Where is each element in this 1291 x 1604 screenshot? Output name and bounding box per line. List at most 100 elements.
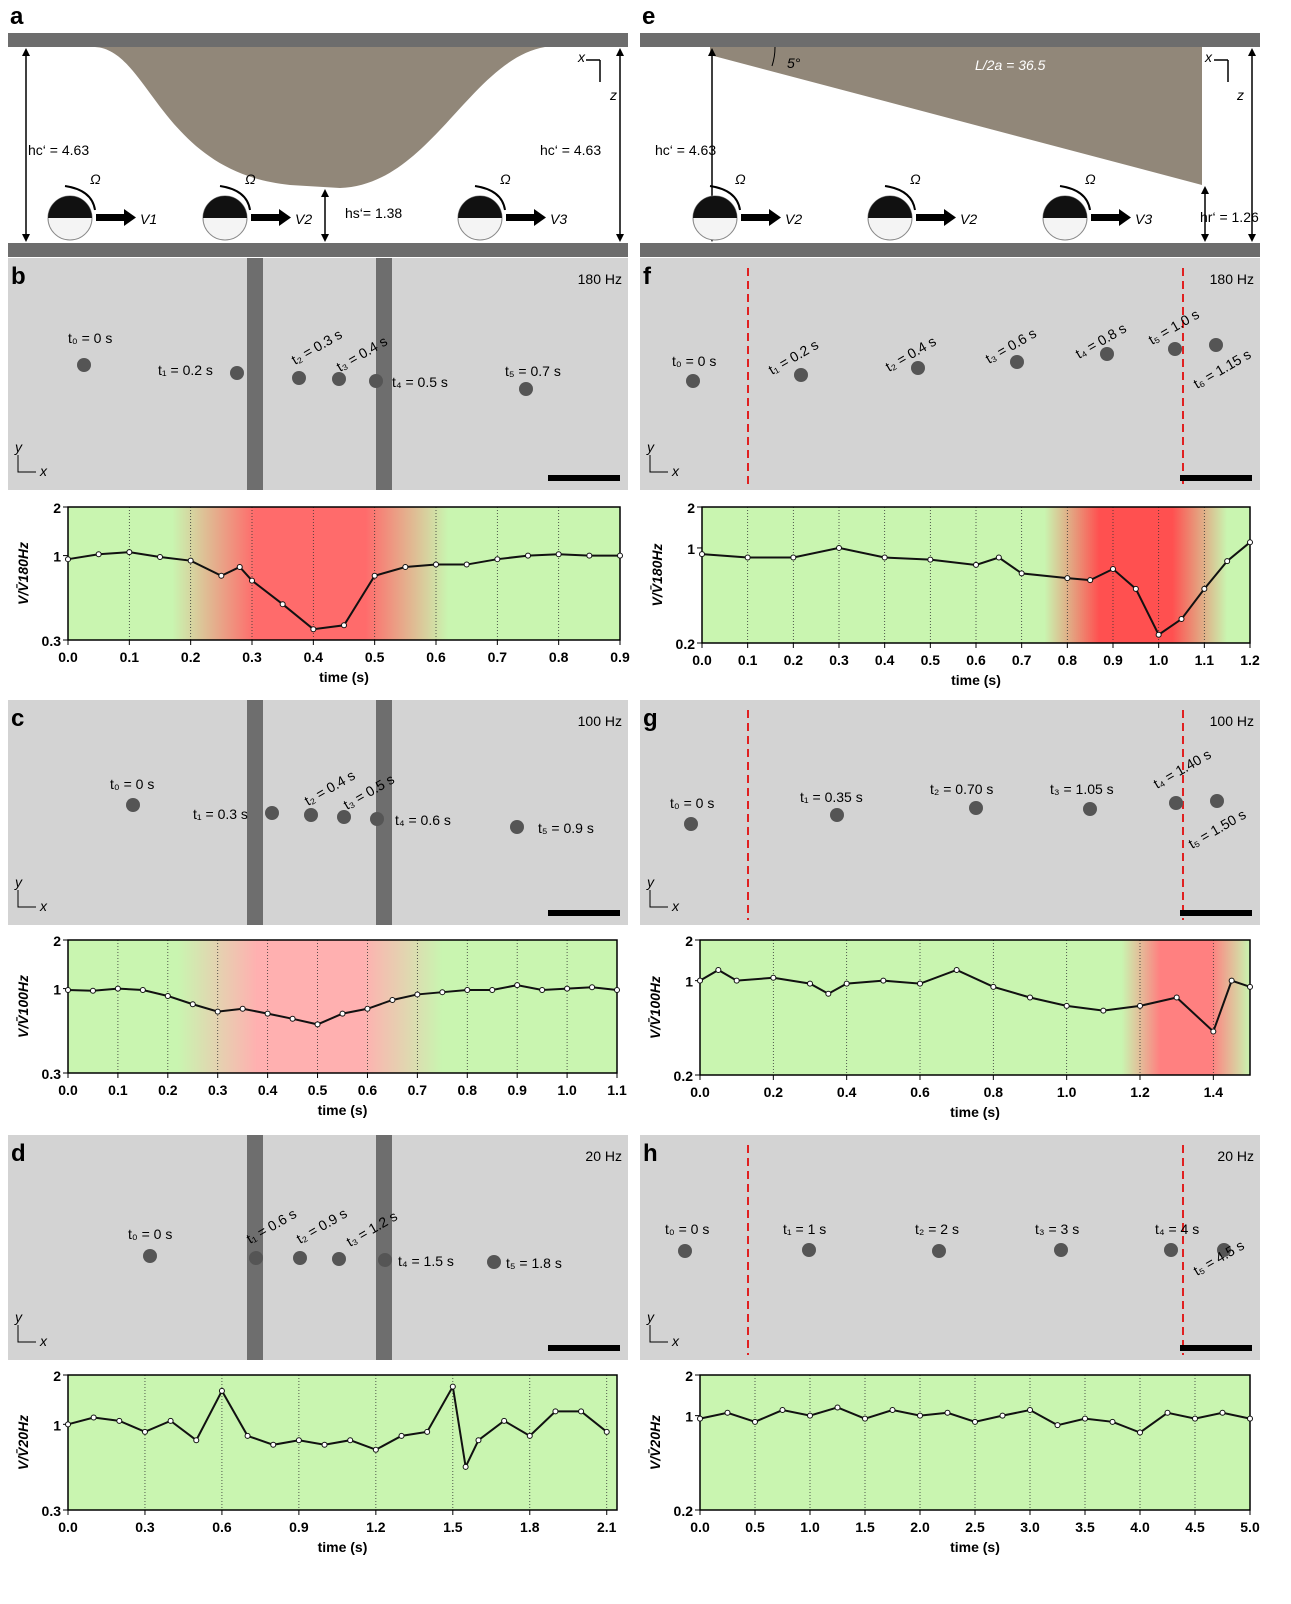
data-point: [464, 987, 471, 994]
data-point: [1201, 585, 1208, 592]
data-point: [89, 987, 96, 994]
panel-letter: d: [11, 1140, 26, 1167]
y-tick-label: 0.2: [674, 1068, 694, 1084]
data-point: [990, 983, 997, 990]
scale-bar: [1180, 910, 1252, 916]
x-tick-label: 0.4: [258, 1082, 278, 1098]
data-point: [494, 556, 501, 563]
data-point: [1064, 575, 1071, 582]
y-tick-label: 0.3: [42, 633, 62, 649]
x-tick-label: 0.0: [692, 652, 712, 668]
axis-label: x: [671, 898, 680, 914]
data-point: [116, 1417, 123, 1424]
particle: [143, 1249, 157, 1263]
plot-frame: [701, 506, 1251, 644]
plot-frame: [67, 506, 621, 641]
velocity-head: [1119, 209, 1131, 226]
data-point: [1224, 558, 1231, 565]
data-point: [825, 990, 832, 997]
y-tick-label: 1: [53, 982, 61, 998]
particle: [1210, 794, 1224, 808]
x-tick-label: 0.1: [120, 649, 140, 665]
arrowhead: [22, 48, 30, 56]
wall: [8, 33, 628, 47]
wall: [8, 243, 628, 257]
particle: [378, 1253, 392, 1267]
data-point: [433, 561, 439, 568]
x-tick-label: 1.5: [855, 1519, 875, 1535]
x-tick-label: 0.9: [507, 1082, 527, 1098]
data-point: [1247, 539, 1253, 546]
janus-cap: [1043, 196, 1087, 218]
data-point: [779, 1407, 786, 1414]
arrowhead: [616, 234, 624, 242]
particle: [1054, 1243, 1068, 1257]
velocity-head: [124, 209, 136, 226]
data-point: [1219, 1409, 1226, 1416]
data-point: [614, 987, 620, 994]
data-point: [463, 561, 470, 568]
frequency-label: 180 Hz: [1210, 271, 1254, 287]
arrowhead: [321, 189, 329, 197]
y-tick-label: 0.2: [674, 1503, 694, 1519]
highlight-region: [1121, 940, 1250, 1075]
data-point: [489, 987, 496, 994]
x-tick-label: 0.1: [108, 1082, 128, 1098]
data-point: [880, 977, 887, 984]
y-tick-label: 1: [53, 1417, 61, 1433]
velocity-arrow: [96, 214, 124, 221]
data-point: [244, 1432, 251, 1439]
frequency-label: 180 Hz: [578, 271, 622, 287]
data-point: [139, 987, 146, 994]
data-point: [539, 987, 546, 994]
scale-bar: [548, 475, 620, 481]
x-tick-label: 0.6: [966, 652, 986, 668]
x-tick-label: 0.5: [365, 649, 385, 665]
time-label: t₃ = 3 s: [1035, 1221, 1079, 1237]
data-point: [790, 554, 797, 561]
data-point: [1155, 631, 1162, 638]
velocity-label: V2: [295, 211, 312, 227]
particle: [249, 1251, 263, 1265]
data-point: [475, 1437, 482, 1444]
omega-label: Ω: [90, 171, 101, 187]
x-tick-label: 1.4: [1204, 1084, 1224, 1100]
axis-label: x: [671, 1333, 680, 1349]
particle: [911, 361, 925, 375]
channel-edge: [376, 258, 392, 490]
x-tick-label: 0.6: [910, 1084, 930, 1100]
data-point: [187, 557, 194, 564]
velocity-label: V1: [140, 211, 157, 227]
data-point: [449, 1383, 456, 1390]
x-tick-label: 1.0: [1057, 1084, 1077, 1100]
x-tick-label: 0.1: [738, 652, 758, 668]
arrowhead: [1248, 48, 1256, 56]
y-axis-label: V/V̄100Hz: [14, 975, 31, 1038]
highlight-region: [172, 507, 449, 640]
axis-label: x: [39, 898, 48, 914]
data-point: [289, 1015, 296, 1022]
micrograph: [640, 1135, 1260, 1360]
x-tick-label: 0.4: [875, 652, 895, 668]
data-point: [578, 1408, 585, 1415]
micrograph: [640, 700, 1260, 925]
data-point: [314, 1021, 321, 1028]
axis-label: x: [577, 49, 586, 65]
axis-label: x: [671, 463, 680, 479]
channel-edge: [247, 258, 263, 490]
x-tick-label: 0.8: [984, 1084, 1004, 1100]
data-point: [189, 1001, 196, 1008]
x-axis-label: time (s): [318, 1102, 368, 1118]
x-tick-label: 3.5: [1075, 1519, 1095, 1535]
data-point: [1110, 566, 1116, 573]
data-point: [90, 1414, 97, 1421]
frequency-label: 20 Hz: [585, 1148, 622, 1164]
y-tick-label: 0.2: [676, 636, 696, 652]
x-tick-label: 0.3: [829, 652, 849, 668]
data-point: [564, 985, 571, 992]
y-tick-label: 0.3: [42, 1503, 62, 1519]
omega-label: Ω: [245, 171, 256, 187]
velocity-arrow: [251, 214, 279, 221]
data-point: [1027, 994, 1033, 1001]
